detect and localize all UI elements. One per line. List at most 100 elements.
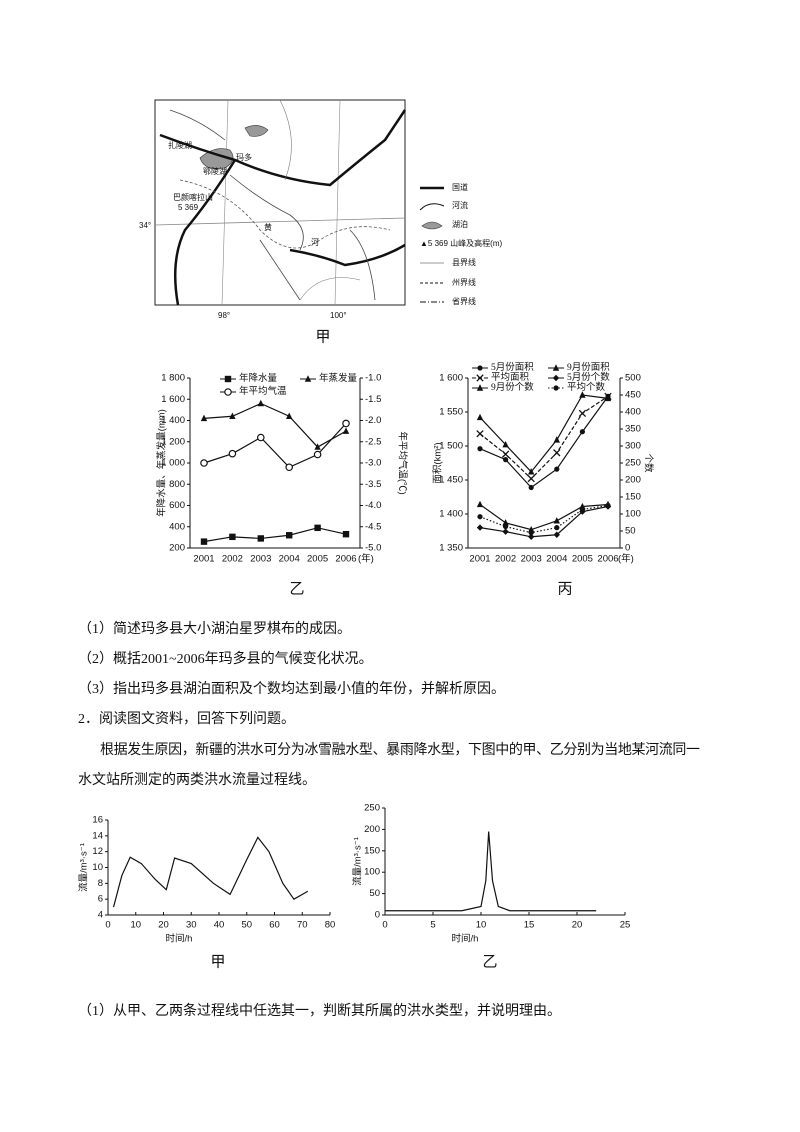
legend-label: 湖泊 xyxy=(452,219,468,229)
series-line xyxy=(479,503,609,531)
x-tick-label: 2005 xyxy=(307,554,328,565)
map-label: 河 xyxy=(311,237,319,247)
legend-label: 年降水量 xyxy=(239,372,278,384)
marker xyxy=(257,399,264,407)
y-tick-label: 1 800 xyxy=(161,373,185,384)
x-tick-label: 40 xyxy=(214,920,225,931)
marker xyxy=(342,530,350,538)
y2-tick-label: 250 xyxy=(625,458,641,469)
figure-caption: 乙 xyxy=(482,954,497,970)
marker xyxy=(200,414,208,422)
y-tick-label: 1 500 xyxy=(439,441,463,452)
legend-marker xyxy=(552,374,560,382)
y-tick-label: 8 xyxy=(98,878,103,889)
y-tick-label: 250 xyxy=(364,803,380,814)
y-tick-label: 1 350 xyxy=(439,543,463,554)
y-tick-label: 1 200 xyxy=(161,436,185,447)
x-tick-label: 2005 xyxy=(572,554,593,565)
marker xyxy=(342,427,350,434)
marker xyxy=(476,500,484,508)
y-axis-label: 流量/m³·s⁻¹ xyxy=(352,837,364,886)
marker xyxy=(256,433,265,442)
x-axis-label: (年) xyxy=(358,553,374,565)
y2-tick-label: 400 xyxy=(625,407,641,418)
marker xyxy=(503,523,509,530)
marker xyxy=(604,392,612,401)
y-axis-label: 流量/m³·s⁻¹ xyxy=(78,843,90,892)
x-tick-label: 10 xyxy=(476,920,487,931)
map-label: 玛多 xyxy=(236,152,252,162)
x-tick-label: 70 xyxy=(297,920,308,931)
marker xyxy=(477,446,483,452)
legend-label: 9月份面积 xyxy=(567,361,610,373)
x-tick-label: 5 xyxy=(430,920,435,931)
parallel xyxy=(154,217,406,226)
legend-label: 国道 xyxy=(452,182,468,192)
x-tick-label: 2004 xyxy=(279,554,300,565)
legend-label: 5月份个数 xyxy=(567,371,610,383)
paragraph-line: 根据发生原因，新疆的洪水可分为冰雪融水型、暴雨降水型，下图中的甲、乙分别为当地某… xyxy=(100,742,700,758)
y2-tick-label: -4.5 xyxy=(365,521,381,532)
marker xyxy=(553,517,560,524)
y-tick-label: 16 xyxy=(92,815,103,826)
x-tick-label: 2003 xyxy=(521,554,542,565)
x-tick-label: 25 xyxy=(620,920,631,931)
y-tick-label: 1 600 xyxy=(161,394,185,405)
marker xyxy=(605,502,611,509)
y2-tick-label: 300 xyxy=(625,441,641,452)
marker xyxy=(314,524,321,532)
marker xyxy=(200,459,208,467)
y-tick-label: 400 xyxy=(169,521,185,532)
y2-tick-label: 450 xyxy=(625,390,641,401)
figure-caption: 乙 xyxy=(289,581,304,597)
x-tick-label: 20 xyxy=(158,920,169,931)
legend-label: ▲5 369 山峰及高程(m) xyxy=(420,238,502,248)
marker xyxy=(257,535,264,542)
x-tick-label: 10 xyxy=(130,920,141,931)
legend-label: 县界线 xyxy=(452,257,476,267)
x-tick-label: 20 xyxy=(572,920,583,931)
legend-label: 省界线 xyxy=(452,296,476,306)
marker xyxy=(476,413,484,421)
series-line xyxy=(203,402,347,448)
y2-tick-label: 150 xyxy=(625,492,641,503)
meridian xyxy=(221,99,341,306)
marker xyxy=(342,419,350,428)
series-line xyxy=(479,394,609,473)
series-line xyxy=(112,836,309,908)
question: （3）指出玛多县湖泊面积及个数均达到最小值的年份，并解析原因。 xyxy=(78,680,505,697)
y-tick-label: 200 xyxy=(364,824,380,835)
x-tick-label: 30 xyxy=(186,920,197,931)
y2-tick-label: 0 xyxy=(625,543,630,554)
question-heading: 2．阅读图文资料，回答下列问题。 xyxy=(78,710,295,727)
legend-symbol xyxy=(421,221,443,230)
legend-marker xyxy=(224,375,232,383)
y-tick-label: 1 550 xyxy=(439,407,463,418)
marker xyxy=(553,436,560,443)
legend-label: 平均个数 xyxy=(567,381,606,393)
y-tick-label: 100 xyxy=(364,867,380,878)
y-tick-label: 0 xyxy=(375,910,380,921)
marker xyxy=(579,506,586,513)
series-line xyxy=(479,395,609,480)
boundary xyxy=(179,179,391,249)
question: （1）从甲、乙两条过程线中任选其一，判断其所属的洪水类型，并说明理由。 xyxy=(78,1002,561,1019)
marker xyxy=(553,531,560,538)
y-tick-label: 1 450 xyxy=(439,475,463,486)
y-tick-label: 6 xyxy=(98,894,103,905)
marker xyxy=(501,450,510,458)
x-tick-label: 2006 xyxy=(335,554,356,565)
y-axis-label: 年降水量、年蒸发量(mm) xyxy=(156,409,168,517)
national-road xyxy=(173,159,237,306)
y2-tick-label: -2.5 xyxy=(365,436,381,447)
y-tick-label: 150 xyxy=(364,845,380,856)
map-label: 5 369 xyxy=(178,203,199,212)
legend-marker xyxy=(477,365,483,371)
y2-axis-label: 年平均气温(℃) xyxy=(396,431,408,494)
y2-tick-label: -2.0 xyxy=(365,415,381,426)
map-label: 巴颜喀拉山 xyxy=(173,192,213,202)
series-line xyxy=(203,527,347,543)
legend-label: 年平均气温 xyxy=(239,385,287,397)
map: 扎陵湖 鄂陵湖 玛多 巴颜喀拉山 5 369 黄 河 34° 98° 100° … xyxy=(139,99,502,345)
